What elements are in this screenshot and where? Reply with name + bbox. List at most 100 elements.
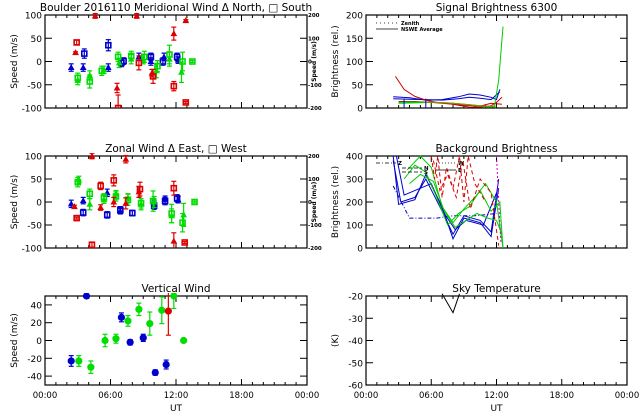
y-tick-label: -100 <box>22 245 43 255</box>
y-tick-label: 20 <box>31 319 43 329</box>
panel-skytemp: Sky Temperature -60 -50 -40 -30 -20 00:00 06:00… <box>331 283 639 414</box>
y-tick-label: 100 <box>25 153 42 163</box>
y-tick-label: 100 <box>346 222 363 232</box>
x-tick-label: 06:00 <box>98 391 123 401</box>
data-point-square <box>135 59 143 67</box>
y-tick-label: 200 <box>346 199 363 209</box>
y-axis-label: Brightness (rel.) <box>331 25 341 97</box>
data-point-triangle <box>170 30 178 37</box>
series-line <box>406 155 504 248</box>
x-tick-label: 00:00 <box>615 391 640 401</box>
panel-meridional: Boulder 2016110 Meridional Wind Δ North,… <box>10 2 322 115</box>
data-point-triangle <box>122 155 130 162</box>
data-point <box>82 293 91 300</box>
data-point <box>75 357 83 365</box>
data-point <box>124 317 132 325</box>
data-point-triangle <box>74 76 82 83</box>
data-point-triangle <box>75 176 83 183</box>
y-tick-label: 150 <box>346 35 363 45</box>
data-point-triangle <box>160 53 168 60</box>
data-point-square <box>73 214 80 222</box>
data-point-triangle <box>153 67 160 74</box>
legend-label: Z <box>398 161 402 167</box>
y-tick-label: -20 <box>27 355 42 365</box>
data-point-triangle <box>116 207 124 214</box>
data-point-square <box>88 241 96 248</box>
data-point-triangle <box>180 211 187 218</box>
data-point-triangle <box>150 198 158 205</box>
data-point-triangle <box>161 195 169 202</box>
y-axis-label: Speed (m/s) <box>10 34 20 89</box>
series-line <box>496 155 502 244</box>
y-axis-label: Speed (m/s) <box>10 175 20 230</box>
data-point-square <box>79 209 87 216</box>
y-tick-label: 50 <box>352 81 364 91</box>
x-tick-label: 12:00 <box>164 391 189 401</box>
series-line <box>392 185 497 219</box>
data-point <box>158 306 166 314</box>
chart-title: Boulder 2016110 Meridional Wind Δ North,… <box>40 2 312 14</box>
data-point-triangle <box>67 64 75 71</box>
data-point-triangle <box>178 68 185 75</box>
panel-zonal: Zonal Wind Δ East, □ West -100 -50 0 50 100 -2… <box>10 143 322 255</box>
secondary-y-axis-label: Speed (m/s) <box>311 41 318 82</box>
data-point-square <box>170 82 178 90</box>
data-point <box>87 363 95 371</box>
y-tick-label: -50 <box>348 359 363 369</box>
right-y-tick-label: 100 <box>308 36 320 42</box>
y-tick-label: -100 <box>22 105 43 115</box>
data-point-square <box>114 53 122 61</box>
data-point-triangle <box>86 200 94 207</box>
x-tick-label: 00:00 <box>354 391 379 401</box>
data-point-triangle <box>112 190 120 197</box>
chart-title: Zonal Wind Δ East, □ West <box>105 143 247 155</box>
data-point-triangle <box>97 203 105 211</box>
right-y-tick-label: -200 <box>308 246 322 252</box>
data-point-square <box>179 219 186 226</box>
y-axis-label: Brightness (rel.) <box>331 166 341 238</box>
plot-frame <box>365 295 628 386</box>
y-tick-label: 100 <box>25 12 42 22</box>
right-y-tick-label: -100 <box>308 223 322 229</box>
chart-title: Sky Temperature <box>452 283 540 295</box>
y-tick-label: -40 <box>348 337 363 347</box>
data-point-square <box>120 57 127 65</box>
data-point-triangle <box>100 196 108 203</box>
plot-area <box>441 293 460 314</box>
data-point-square <box>86 78 94 85</box>
y-tick-label: -60 <box>348 382 363 392</box>
right-y-tick-label: 0 <box>308 200 312 206</box>
chart-title: Vertical Wind <box>141 283 210 295</box>
y-tick-label: 0 <box>357 105 363 115</box>
series-line <box>420 101 497 107</box>
x-axis-label: UT <box>490 404 503 414</box>
data-point-triangle <box>137 200 145 207</box>
panel-background: Background Brightness 0 100 200 300 400 Bright… <box>311 143 628 255</box>
y-tick-label: 400 <box>346 153 363 163</box>
data-point-triangle <box>104 64 112 71</box>
plot-area <box>67 293 188 377</box>
x-tick-label: 00:00 <box>33 391 58 401</box>
x-tick-label: 18:00 <box>550 391 575 401</box>
data-point <box>170 293 178 300</box>
series-line <box>398 26 504 108</box>
y-tick-label: -20 <box>348 293 363 303</box>
data-point <box>117 313 126 321</box>
data-point-square <box>103 211 111 219</box>
data-point-square <box>97 182 104 190</box>
series-line <box>403 164 504 248</box>
series-line <box>441 293 460 314</box>
series-line <box>395 155 497 231</box>
plot-area <box>67 12 196 108</box>
y-tick-label: -50 <box>27 222 42 232</box>
data-point-square <box>129 209 136 217</box>
data-point <box>112 335 120 343</box>
y-tick-label: 50 <box>31 176 43 186</box>
y-tick-label: 0 <box>36 199 42 209</box>
y-axis-label: (K) <box>331 334 341 347</box>
data-point <box>67 357 75 365</box>
data-point-triangle <box>174 196 182 203</box>
data-point-triangle <box>79 64 87 71</box>
data-point-triangle <box>100 66 108 73</box>
